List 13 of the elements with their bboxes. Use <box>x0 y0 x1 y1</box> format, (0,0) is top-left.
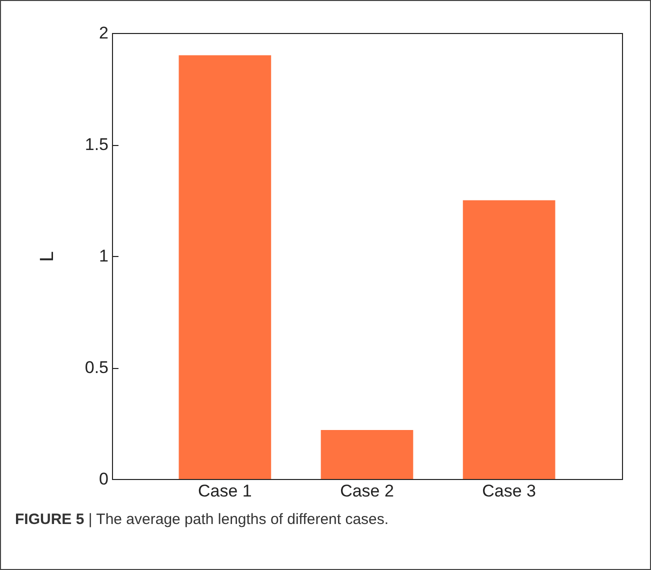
bar <box>178 55 272 479</box>
y-tick-label: 1 <box>99 246 108 266</box>
x-tick-label: Case 1 <box>198 482 252 500</box>
y-tick-label: 0 <box>99 470 108 488</box>
y-tick-label: 0.5 <box>84 358 108 377</box>
x-tick-label: Case 2 <box>340 482 394 500</box>
x-tick-label: Case 3 <box>482 482 536 500</box>
y-tick-label: 1.5 <box>84 135 108 154</box>
bar <box>320 430 414 479</box>
bar <box>462 200 556 479</box>
caption: FIGURE 5 | The average path lengths of different cases. <box>15 511 389 528</box>
y-axis-title: L <box>36 251 58 262</box>
y-tick-label: 2 <box>99 24 108 42</box>
